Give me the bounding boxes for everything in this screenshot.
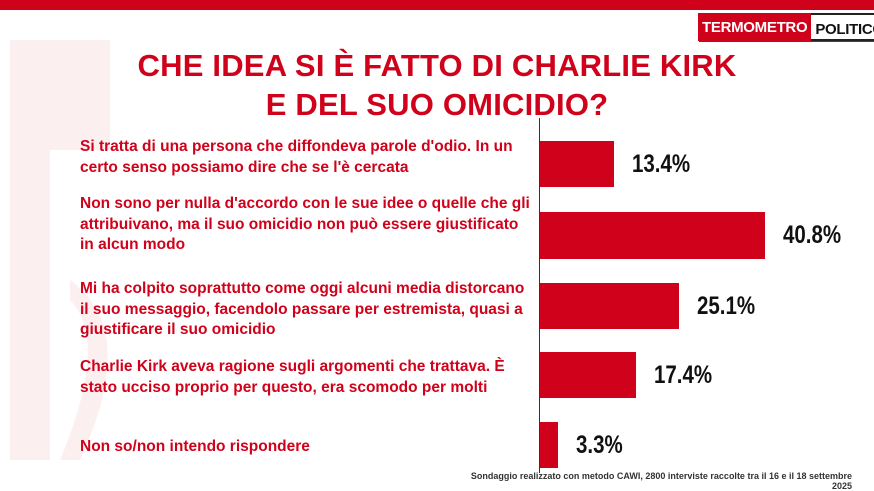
bar xyxy=(540,141,614,187)
brand-logo: TERMOMETRO POLITICO xyxy=(698,13,874,41)
logo-part-termometro: TERMOMETRO xyxy=(698,13,812,41)
bar-value-label: 40.8% xyxy=(783,221,842,249)
bar xyxy=(540,422,559,468)
category-label: Non sono per nulla d'accordo con le sue … xyxy=(80,195,530,253)
top-accent-bar xyxy=(0,0,874,10)
bar-value-label: 3.3% xyxy=(576,431,623,459)
source-note: Sondaggio realizzato con metodo CAWI, 28… xyxy=(470,471,852,491)
chart-title-line-2: E DEL SUO OMICIDIO? xyxy=(265,87,609,122)
logo-part-politico: POLITICO xyxy=(811,13,874,41)
chart-title-line-1: CHE IDEA SI È FATTO DI CHARLIE KIRK xyxy=(137,48,737,83)
bar xyxy=(540,352,637,398)
bar xyxy=(540,212,766,259)
bar-value-label: 13.4% xyxy=(631,150,691,178)
chart-title: CHE IDEA SI È FATTO DI CHARLIE KIRK E DE… xyxy=(0,46,874,124)
bar-value-label: 17.4% xyxy=(654,361,713,389)
category-label: Non so/non intendo rispondere xyxy=(80,438,310,455)
category-label: Charlie Kirk aveva ragione sugli argomen… xyxy=(80,358,505,396)
bar xyxy=(540,283,679,329)
bar-value-label: 25.1% xyxy=(696,292,755,320)
category-label: Mi ha colpito soprattutto come oggi alcu… xyxy=(80,280,525,338)
category-axis-line xyxy=(539,118,540,473)
category-label: Si tratta di una persona che diffondeva … xyxy=(80,138,513,176)
